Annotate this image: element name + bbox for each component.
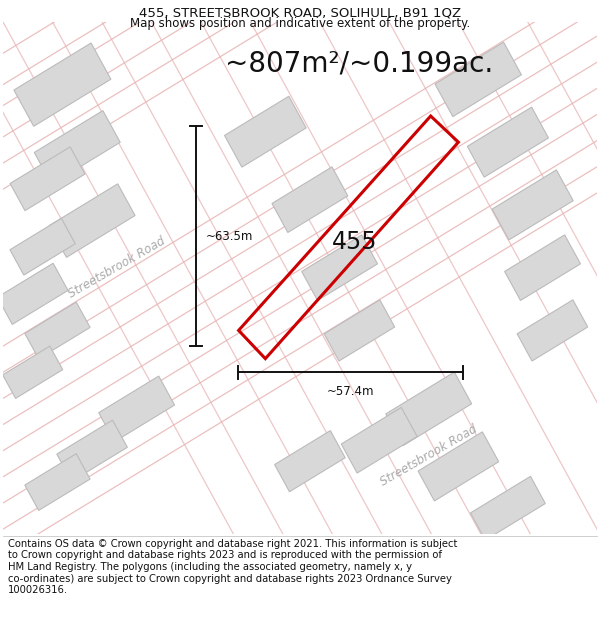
- Polygon shape: [2, 346, 63, 398]
- Polygon shape: [0, 263, 68, 324]
- Polygon shape: [224, 96, 306, 167]
- Text: ~807m²/~0.199ac.: ~807m²/~0.199ac.: [225, 50, 494, 78]
- Text: 455: 455: [332, 229, 377, 254]
- Text: Contains OS data © Crown copyright and database right 2021. This information is : Contains OS data © Crown copyright and d…: [8, 539, 457, 595]
- Text: ~57.4m: ~57.4m: [327, 385, 374, 398]
- Polygon shape: [341, 408, 417, 473]
- Polygon shape: [435, 42, 521, 117]
- Polygon shape: [492, 170, 573, 240]
- Text: Streetsbrook Road: Streetsbrook Road: [66, 234, 167, 301]
- Polygon shape: [25, 454, 90, 511]
- Polygon shape: [34, 111, 120, 184]
- Polygon shape: [14, 43, 111, 126]
- Text: Streetsbrook Road: Streetsbrook Road: [378, 423, 479, 489]
- Text: ~63.5m: ~63.5m: [206, 230, 253, 242]
- Polygon shape: [324, 300, 395, 361]
- Polygon shape: [275, 431, 345, 492]
- Text: Map shows position and indicative extent of the property.: Map shows position and indicative extent…: [130, 18, 470, 31]
- Polygon shape: [470, 476, 545, 540]
- Polygon shape: [10, 218, 75, 275]
- Polygon shape: [418, 432, 499, 501]
- Polygon shape: [25, 302, 90, 359]
- Polygon shape: [49, 184, 135, 258]
- Text: 455, STREETSBROOK ROAD, SOLIHULL, B91 1QZ: 455, STREETSBROOK ROAD, SOLIHULL, B91 1Q…: [139, 6, 461, 19]
- Polygon shape: [386, 372, 472, 446]
- Polygon shape: [517, 300, 588, 361]
- Polygon shape: [57, 420, 127, 481]
- Polygon shape: [467, 107, 548, 177]
- Polygon shape: [302, 235, 377, 301]
- Polygon shape: [99, 376, 175, 442]
- Polygon shape: [505, 235, 580, 301]
- Polygon shape: [10, 147, 85, 211]
- Polygon shape: [272, 167, 348, 232]
